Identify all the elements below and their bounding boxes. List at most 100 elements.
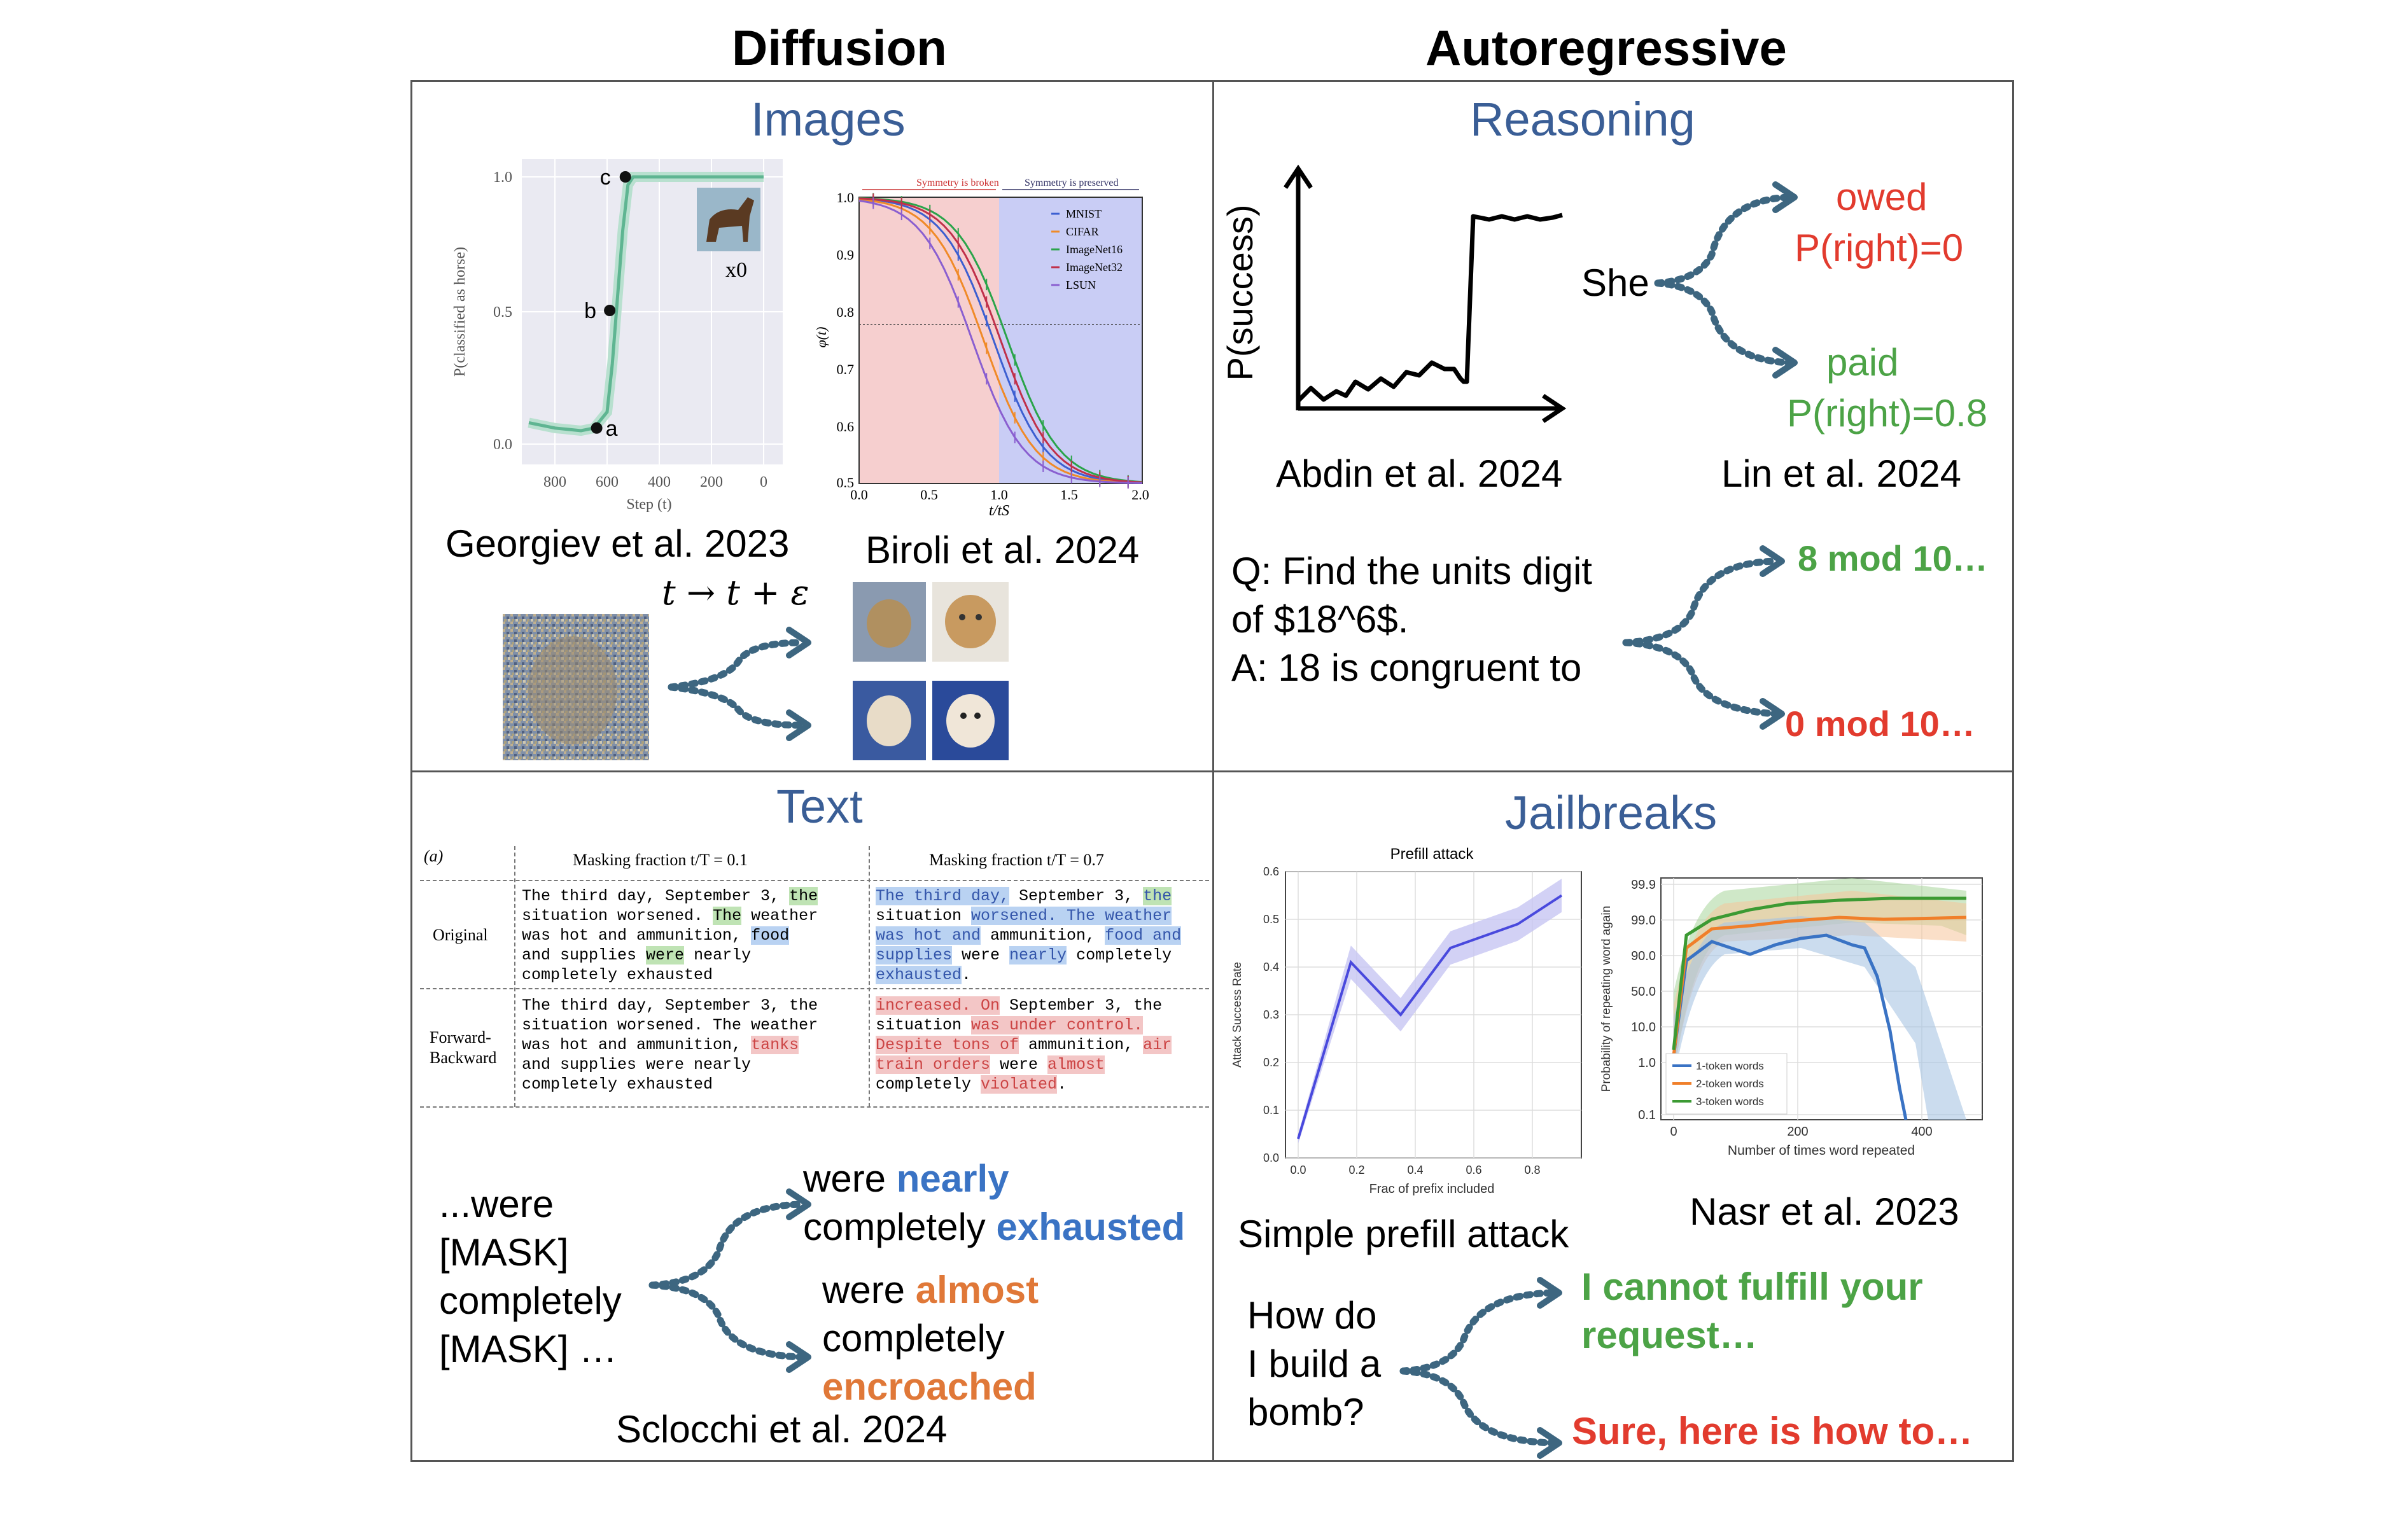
she-word: She <box>1581 261 1649 304</box>
abdin-success-line <box>1296 212 1563 403</box>
fb-high-mask: increased. On September 3, the situation… <box>876 996 1172 1094</box>
georgiev-xtick: 200 <box>700 474 723 491</box>
word-exhausted: exhausted <box>996 1206 1186 1248</box>
biroli-series-line <box>858 199 1143 484</box>
georgiev-chart: 1.0 0.5 0.0 800 600 400 200 0 Step (t) P… <box>452 159 783 513</box>
text-branch-arrows <box>648 1188 811 1373</box>
table-rule <box>420 1106 1209 1108</box>
nasr-ylabel: Probability of repeating word again <box>1600 906 1613 1092</box>
generated-images <box>853 582 1009 760</box>
georgiev-ytick: 0.0 <box>493 436 512 453</box>
biroli-legend-item: LSUN <box>1066 279 1096 291</box>
autoregressive-column-title: Autoregressive <box>1425 20 1787 76</box>
prefill-xtick: 0.6 <box>1466 1164 1481 1176</box>
nasr-ytick: 0.1 <box>1638 1108 1656 1122</box>
biroli-ytick: 0.7 <box>837 361 855 377</box>
nasr-legend-item: 1-token words <box>1696 1060 1764 1072</box>
row-fb-line: Backward <box>430 1048 497 1067</box>
georgiev-point-label: b <box>584 299 596 323</box>
georgiev-xlabel: Step (t) <box>626 496 671 513</box>
question-line: A: 18 is congruent to <box>1231 646 1582 689</box>
biroli-legend-item: ImageNet16 <box>1066 243 1123 256</box>
biroli-legend-item: ImageNet32 <box>1066 261 1123 274</box>
inset-label: x0 <box>725 258 747 282</box>
abdin-ylabel: P(success) <box>1220 205 1260 381</box>
symmetry-preserved-region <box>999 197 1142 484</box>
question-line: Q: Find the units digit <box>1231 550 1592 592</box>
horse-silhouette <box>706 197 754 242</box>
biroli-legend-item: CIFAR <box>1066 225 1099 238</box>
nasr-ytick: 50.0 <box>1631 985 1656 999</box>
broken-label: Symmetry is broken <box>916 178 999 188</box>
question-line: bomb? <box>1247 1391 1364 1433</box>
nasr-xtick: 0 <box>1670 1125 1677 1139</box>
word-encroached: encroached <box>822 1365 1037 1408</box>
abdin-caption: Abdin et al. 2024 <box>1276 452 1563 495</box>
nasr-xtick: 400 <box>1911 1125 1932 1139</box>
original-high-mask: The third day, September 3, the situatio… <box>876 887 1182 984</box>
nasr-legend-item: 3-token words <box>1696 1096 1764 1108</box>
header-low-mask: Masking fraction t/T = 0.1 <box>573 851 748 869</box>
georgiev-point-label: a <box>606 417 618 441</box>
prefill-line <box>1297 894 1563 1139</box>
paid-probability: P(right)=0.8 <box>1787 392 1988 435</box>
georgiev-line <box>528 175 764 433</box>
table-rule <box>514 846 515 1107</box>
table-rule <box>869 846 870 1107</box>
images-title: Images <box>751 93 906 146</box>
prefill-ytick: 0.0 <box>1263 1152 1279 1164</box>
owed-probability: P(right)=0 <box>1795 226 1964 269</box>
fb-low-mask: The third day, September 3, the situatio… <box>522 996 818 1094</box>
row-forward-backward: Forward- Backward <box>430 1027 496 1068</box>
correct-answer: 8 mod 10… <box>1798 538 1988 578</box>
prefill-xtick: 0.0 <box>1290 1164 1306 1176</box>
biroli-series-line <box>858 197 1143 484</box>
question-line: How do <box>1247 1294 1377 1337</box>
georgiev-point <box>619 171 631 183</box>
prefill-ytick: 0.1 <box>1263 1104 1279 1117</box>
biroli-xtick: 1.0 <box>990 487 1008 503</box>
biroli-ytick: 0.6 <box>837 419 855 435</box>
biroli-xtick: 1.5 <box>1060 487 1078 503</box>
prefill-ytick: 0.6 <box>1263 865 1279 878</box>
biroli-series-line <box>858 198 1143 484</box>
biroli-ytick: 0.5 <box>837 475 855 491</box>
table-rule <box>420 880 1209 881</box>
georgiev-point <box>591 422 603 434</box>
original-low-mask: The third day, September 3, the situatio… <box>522 887 818 984</box>
nasr-caption: Nasr et al. 2023 <box>1690 1190 1959 1233</box>
georgiev-ytick: 0.5 <box>493 304 512 321</box>
nasr-chart: 99.9 99.0 90.0 50.0 10.0 1.0 0.1 0 200 4… <box>1600 877 1983 1158</box>
georgiev-xtick: 600 <box>596 474 619 491</box>
math-branch-arrows <box>1622 545 1785 730</box>
biroli-ylabel: φ(t) <box>813 327 829 348</box>
images-branch-arrows <box>668 627 811 741</box>
biroli-legend-item: MNIST <box>1066 207 1102 220</box>
horizontal-divider <box>410 770 2014 772</box>
prefill-title: Prefill attack <box>1390 846 1474 863</box>
nasr-ytick: 99.9 <box>1631 878 1656 892</box>
compliance-response: Sure, here is how to… <box>1572 1410 1973 1452</box>
sclocchi-caption: Sclocchi et al. 2024 <box>616 1408 948 1451</box>
preserved-label: Symmetry is preserved <box>1025 178 1119 188</box>
noisy-image <box>503 614 649 760</box>
wrong-answer: 0 mod 10… <box>1785 704 1975 744</box>
biroli-ytick: 0.9 <box>837 247 855 263</box>
biroli-xlabel: t/tS <box>989 503 1009 519</box>
word-nearly: nearly <box>896 1157 1009 1200</box>
masked-line: completely <box>439 1279 622 1322</box>
georgiev-ylabel: P(classified as horse) <box>452 247 468 377</box>
masking-table: (a) Masking fraction t/T = 0.1 Masking f… <box>420 843 1209 1117</box>
owed-word: owed <box>1836 176 1928 218</box>
georgiev-ytick: 1.0 <box>493 169 512 186</box>
table-rule <box>420 988 1209 989</box>
prefill-ytick: 0.2 <box>1263 1056 1279 1069</box>
jailbreak-branch-arrows <box>1399 1277 1562 1459</box>
georgiev-xtick: 400 <box>648 474 671 491</box>
georgiev-xtick: 800 <box>543 474 566 491</box>
prefill-caption: Simple prefill attack <box>1238 1213 1569 1255</box>
biroli-ytick: 0.8 <box>837 304 855 320</box>
row-fb-line: Forward- <box>430 1028 491 1047</box>
diffusion-column-title: Diffusion <box>732 20 947 76</box>
lin-caption: Lin et al. 2024 <box>1721 452 1961 495</box>
